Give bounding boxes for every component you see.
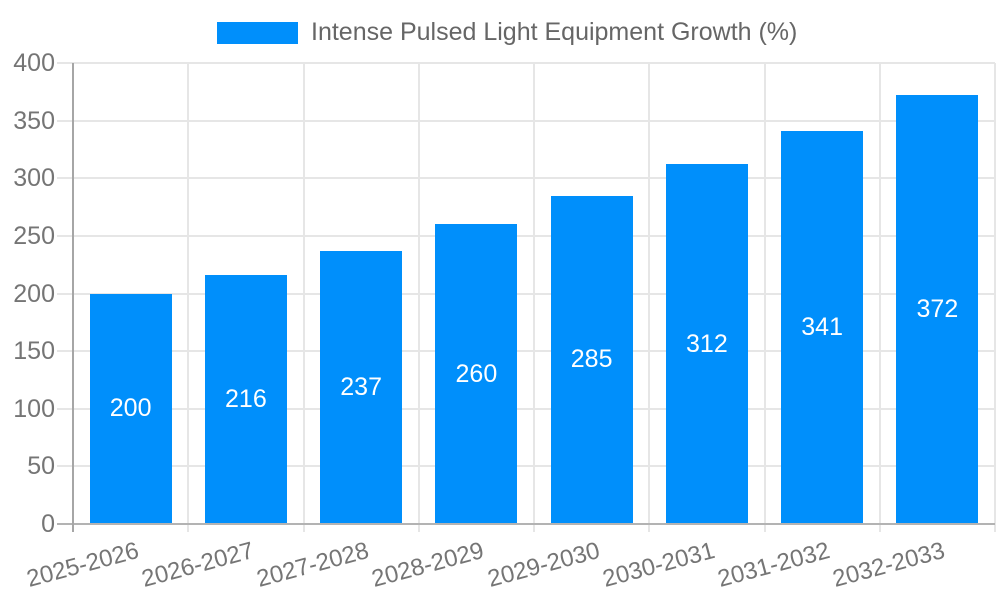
y-axis-tick-label: 400 — [13, 49, 55, 77]
legend-label: Intense Pulsed Light Equipment Growth (%… — [311, 18, 798, 46]
gridline-vertical — [417, 63, 420, 532]
bar-value-label: 372 — [916, 295, 959, 324]
gridline-horizontal — [57, 407, 995, 410]
y-axis-tick-label: 250 — [13, 221, 55, 250]
bar-value-label: 285 — [570, 345, 613, 374]
gridline-vertical — [994, 63, 996, 532]
bar[interactable]: 372 — [896, 95, 979, 524]
bar[interactable]: 216 — [204, 275, 287, 524]
bar-value-label: 312 — [686, 329, 728, 358]
gridline-horizontal — [57, 62, 995, 64]
bar-value-label: 341 — [801, 312, 843, 341]
bar-value-label: 260 — [455, 359, 498, 388]
bar[interactable]: 341 — [781, 130, 864, 524]
bar[interactable]: 260 — [435, 224, 518, 524]
y-axis-line — [72, 63, 74, 532]
gridline-vertical — [302, 63, 305, 532]
gridline-vertical — [533, 63, 535, 532]
gridline-vertical — [187, 63, 190, 532]
bar[interactable]: 285 — [550, 195, 633, 524]
y-axis-tick-label: 300 — [13, 164, 55, 193]
gridline-horizontal — [57, 350, 995, 353]
y-axis-tick-label: 350 — [13, 106, 55, 135]
gridline-horizontal — [57, 465, 995, 468]
gridline-vertical — [648, 63, 651, 532]
y-axis-tick-label: 100 — [13, 394, 55, 423]
x-axis-line — [57, 523, 995, 525]
gridline-horizontal — [57, 177, 995, 180]
gridline-horizontal — [57, 292, 995, 295]
y-axis-tick-label: 150 — [13, 337, 55, 366]
gridline-horizontal — [57, 119, 995, 122]
y-axis-tick-label: 0 — [41, 510, 55, 538]
legend[interactable]: Intense Pulsed Light Equipment Growth (%… — [217, 20, 797, 45]
bar-value-label: 200 — [109, 394, 152, 423]
bar[interactable]: 200 — [89, 293, 172, 524]
bar-value-label: 216 — [225, 385, 267, 414]
gridline-vertical — [878, 63, 881, 532]
bar[interactable]: 237 — [320, 250, 403, 524]
gridline-vertical — [763, 63, 766, 532]
gridline-horizontal — [57, 234, 995, 237]
legend-swatch — [217, 21, 298, 44]
y-axis-tick-label: 50 — [27, 452, 55, 481]
y-axis-tick-label: 200 — [13, 279, 55, 308]
bar-value-label: 237 — [340, 372, 382, 401]
bar[interactable]: 312 — [665, 164, 748, 524]
